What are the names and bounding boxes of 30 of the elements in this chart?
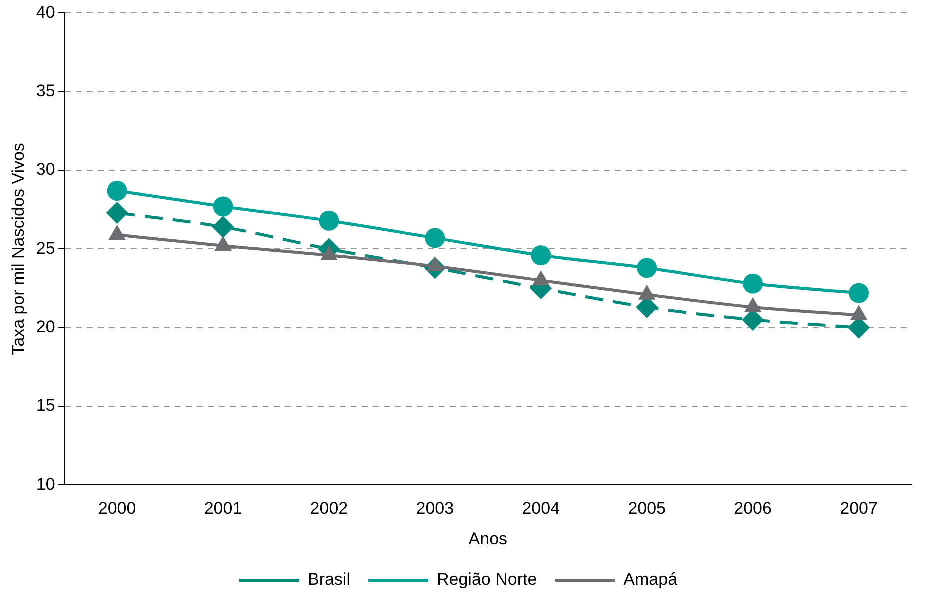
legend-label: Região Norte xyxy=(436,570,538,590)
x-tick-label: 2002 xyxy=(310,499,348,518)
x-tick-label: 2001 xyxy=(204,499,242,518)
y-tick-label: 25 xyxy=(36,238,56,258)
point xyxy=(106,202,128,224)
point xyxy=(425,228,446,248)
x-tick-label: 2007 xyxy=(840,499,878,518)
x-tick-label: 2005 xyxy=(628,499,666,518)
point xyxy=(637,258,658,278)
x-tick-label: 2003 xyxy=(416,499,454,518)
x-tick-label: 2006 xyxy=(734,499,772,518)
y-tick-label: 20 xyxy=(36,318,56,337)
point xyxy=(319,210,340,231)
point xyxy=(531,245,552,266)
point xyxy=(849,283,870,304)
legend-label: Amapá xyxy=(624,570,678,590)
y-tick-label: 40 xyxy=(36,2,56,22)
y-tick-label: 35 xyxy=(36,82,56,101)
y-tick-label: 15 xyxy=(36,396,56,416)
point xyxy=(107,180,128,201)
x-tick-label: 2000 xyxy=(98,499,136,518)
point xyxy=(743,274,764,294)
y-tick-label: 10 xyxy=(36,474,56,494)
point xyxy=(212,216,234,238)
x-tick-label: 2004 xyxy=(522,499,560,518)
y-axis-title: Taxa por mil Nascidos Vivos xyxy=(8,143,28,356)
x-axis-title: Anos xyxy=(468,529,508,548)
point xyxy=(213,196,234,217)
y-tick-label: 30 xyxy=(36,160,56,180)
legend-label: Brasil xyxy=(308,570,350,590)
